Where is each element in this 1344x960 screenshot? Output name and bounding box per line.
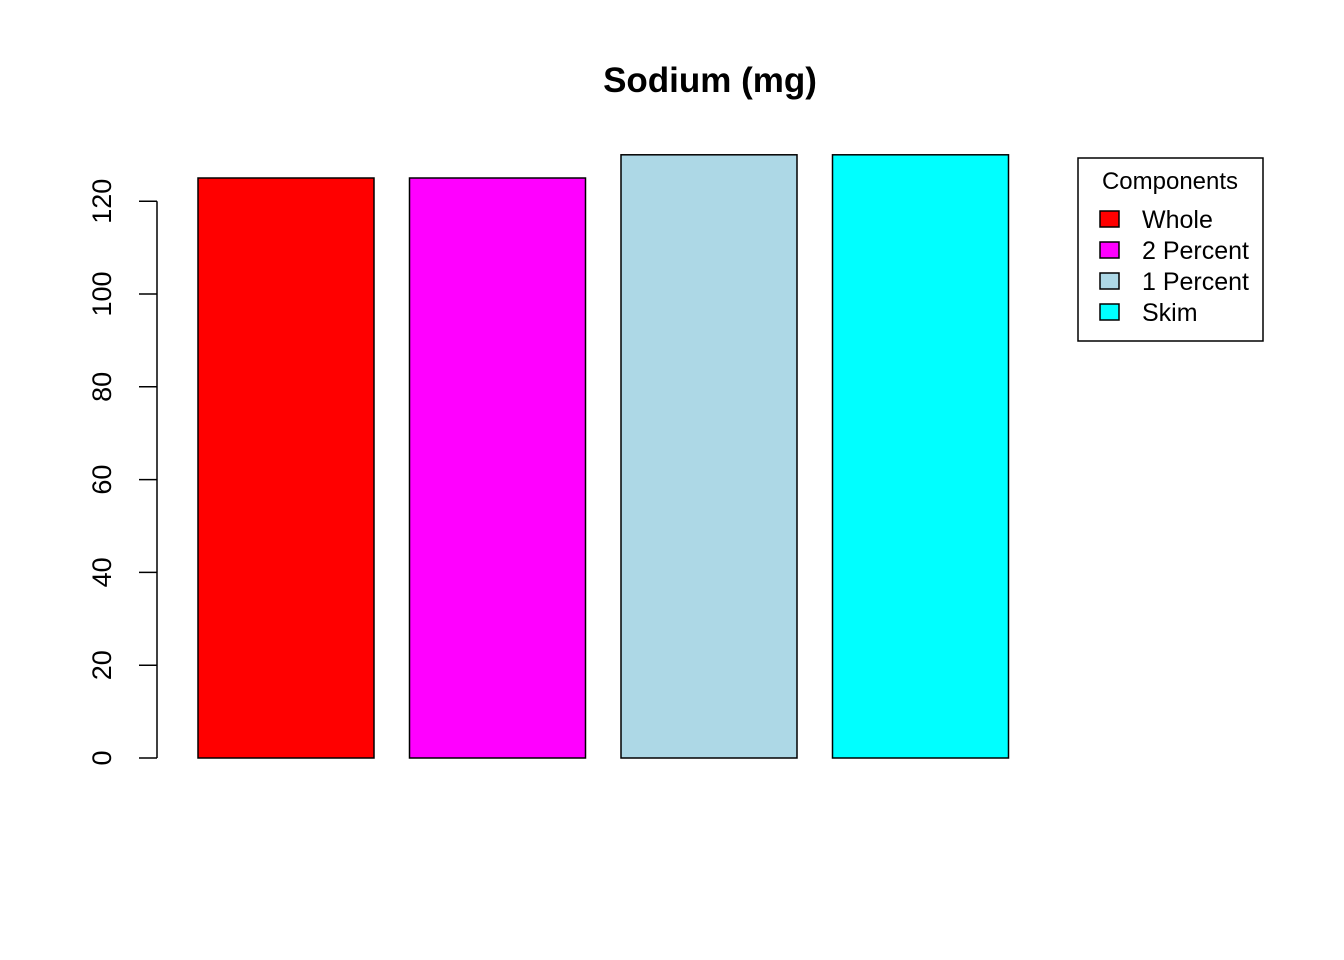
legend-label: 2 Percent xyxy=(1142,237,1249,265)
legend-swatch xyxy=(1099,210,1120,228)
chart-title: Sodium (mg) xyxy=(603,61,817,100)
y-axis: 0 20 40 60 80 100 120 xyxy=(87,179,158,766)
y-tick-label: 100 xyxy=(87,271,117,316)
bar-whole xyxy=(197,177,375,759)
y-tick-label: 120 xyxy=(87,179,117,224)
legend-label: Whole xyxy=(1142,206,1213,234)
legend-entries: Whole 2 Percent 1 Percent Skim xyxy=(1099,206,1249,327)
legend-title: Components xyxy=(1102,168,1238,195)
bar-1-percent xyxy=(620,154,798,759)
bar-skim xyxy=(831,154,1010,759)
legend-swatch xyxy=(1099,241,1120,259)
y-tick-label: 80 xyxy=(87,372,117,402)
legend-label: 1 Percent xyxy=(1142,268,1249,296)
legend-swatch xyxy=(1099,272,1120,290)
y-tick-label: 20 xyxy=(87,650,117,680)
y-tick-label: 40 xyxy=(87,557,117,587)
legend-swatch xyxy=(1099,303,1120,321)
y-tick-label: 60 xyxy=(87,465,117,495)
legend: Components Whole 2 Percent 1 Percent Skim xyxy=(1077,157,1264,342)
y-tick-label: 0 xyxy=(87,750,117,765)
bar-2-percent xyxy=(408,177,587,759)
bars xyxy=(197,154,1010,759)
legend-label: Skim xyxy=(1142,299,1198,327)
